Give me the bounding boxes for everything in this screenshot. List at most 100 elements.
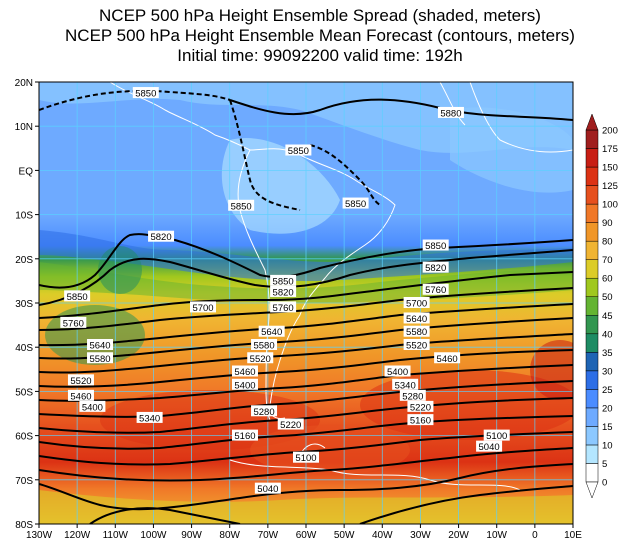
contour-label-text: 5400: [234, 380, 255, 391]
longitude-labels: 130W 120W 110W 100W 90W 80W 70W 60W 50W 40W 30W 20W…: [26, 524, 582, 541]
contour-label-box: [277, 418, 304, 430]
contour-label-text: 5850: [425, 241, 446, 252]
lon-tick-label: 10W: [486, 530, 507, 541]
lon-tick-label: 60W: [296, 530, 317, 541]
colorbar-label: 200: [602, 126, 618, 137]
contour-label-text: 5880: [440, 108, 461, 119]
contour-label-text: 5760: [63, 318, 84, 329]
contour-label-box: [67, 374, 94, 386]
lon-tick-label: 110W: [103, 530, 129, 541]
contour-label-box: [64, 290, 91, 302]
contour-label-text: 5100: [295, 453, 316, 464]
contour-label-box: [251, 338, 278, 350]
contour-label-text: 5460: [70, 391, 91, 402]
colorbar-label: 90: [602, 218, 613, 229]
contour-label-text: 5160: [410, 416, 431, 427]
colorbar-swatch: [585, 203, 599, 223]
contour-label-text: 5040: [257, 484, 278, 495]
colorbar-label: 125: [602, 181, 618, 192]
contour-label: 5850: [270, 274, 297, 287]
contour-label-text: 5580: [406, 327, 427, 338]
contour-label-box: [476, 440, 503, 452]
contour-label: 5460: [67, 389, 94, 402]
contour-label: 5820: [270, 285, 297, 298]
lat-tick-label: 20S: [15, 255, 33, 266]
contour-label-text: 5280: [253, 407, 274, 418]
lon-tick-label: 20W: [448, 530, 469, 541]
contour-label-text: 5520: [406, 340, 427, 351]
contour-label-box: [403, 325, 430, 337]
contour-label-box: [422, 239, 449, 251]
contour-label-box: [293, 451, 319, 463]
colorbar-label: 5: [602, 459, 607, 470]
contour-label-box: [247, 352, 274, 364]
contour-label: 5760: [422, 283, 449, 296]
contour-label-box: [87, 352, 114, 364]
colorbar-label: 10: [602, 440, 613, 451]
contour-label-text: 5760: [425, 285, 446, 296]
title-line-1: NCEP 500 hPa Height Ensemble Spread (sha…: [99, 6, 541, 25]
lon-tick-label: 50W: [334, 530, 355, 541]
colorbar-swatch: [585, 277, 599, 297]
contour-label-text: 5340: [395, 380, 416, 391]
colorbar-label: 35: [602, 348, 613, 359]
contour-label: 5460: [231, 365, 258, 378]
lat-tick-label: EQ: [19, 166, 34, 177]
colorbar-swatch: [585, 352, 599, 372]
contour-label-box: [483, 429, 510, 441]
contour-label-box: [437, 106, 464, 118]
contour-label: 5850: [64, 290, 91, 303]
contour-label: 5160: [407, 414, 434, 427]
contour-label: 5340: [392, 378, 419, 391]
contour-label-box: [231, 365, 258, 377]
contour-label-text: 5460: [437, 354, 458, 365]
contour-label-text: 5400: [387, 367, 408, 378]
contour-label-box: [392, 378, 419, 390]
contour-label-text: 5400: [82, 402, 103, 413]
colorbar-swatch: [585, 315, 599, 335]
colorbar-label: 70: [602, 255, 613, 266]
contour-label-box: [231, 378, 258, 390]
contour-label-text: 5640: [261, 327, 282, 338]
contour-label-text: 5850: [231, 201, 252, 212]
colorbar-label: 175: [602, 144, 618, 155]
contour-label: 5580: [403, 325, 430, 338]
contour-label: 5400: [384, 365, 411, 378]
colorbar-swatch: [585, 129, 599, 149]
colorbar-swatch: [585, 407, 599, 427]
contour-label: 5820: [148, 230, 175, 243]
contour-label-box: [399, 389, 426, 401]
contour-label-box: [403, 312, 430, 324]
contour-label: 5520: [67, 374, 94, 387]
contour-label-text: 5640: [406, 314, 427, 325]
contour-label-box: [407, 414, 434, 426]
colorbar-swatch: [585, 463, 599, 483]
colorbar-label: 50: [602, 292, 613, 303]
colorbar-swatch: [585, 389, 599, 409]
contour-label-box: [422, 261, 449, 273]
contour-label-box: [270, 274, 297, 286]
lon-tick-label: 10E: [564, 530, 582, 541]
contour-label: 5850: [228, 199, 255, 212]
latitude-labels: 20N 10N EQ 10S 20S 30S 40S 50S 60S 70S 80S: [15, 78, 39, 531]
contour-label-box: [254, 482, 281, 494]
lat-tick-label: 10N: [15, 122, 33, 133]
contour-label-box: [285, 144, 312, 156]
contour-label-text: 5340: [139, 413, 160, 424]
lat-tick-label: 40S: [15, 343, 33, 354]
lon-tick-label: 130W: [26, 530, 53, 541]
contour-label: 5850: [422, 239, 449, 252]
lat-tick-label: 70S: [15, 476, 33, 487]
contour-label: 5700: [403, 297, 430, 310]
colorbar-label: 100: [602, 200, 618, 211]
contour-label: 5400: [231, 378, 258, 391]
colorbar-swatch: [585, 370, 599, 390]
contour-label-text: 5460: [234, 367, 255, 378]
lat-tick-label: 80S: [15, 520, 33, 531]
colorbar-swatch: [585, 222, 599, 242]
contour-label: 5520: [403, 338, 430, 351]
contour-label-box: [384, 365, 411, 377]
chart-title: NCEP 500 hPa Height Ensemble Spread (sha…: [0, 6, 640, 66]
colorbar-bottom-arrow: [585, 481, 599, 499]
colorbar-swatch: [585, 185, 599, 205]
